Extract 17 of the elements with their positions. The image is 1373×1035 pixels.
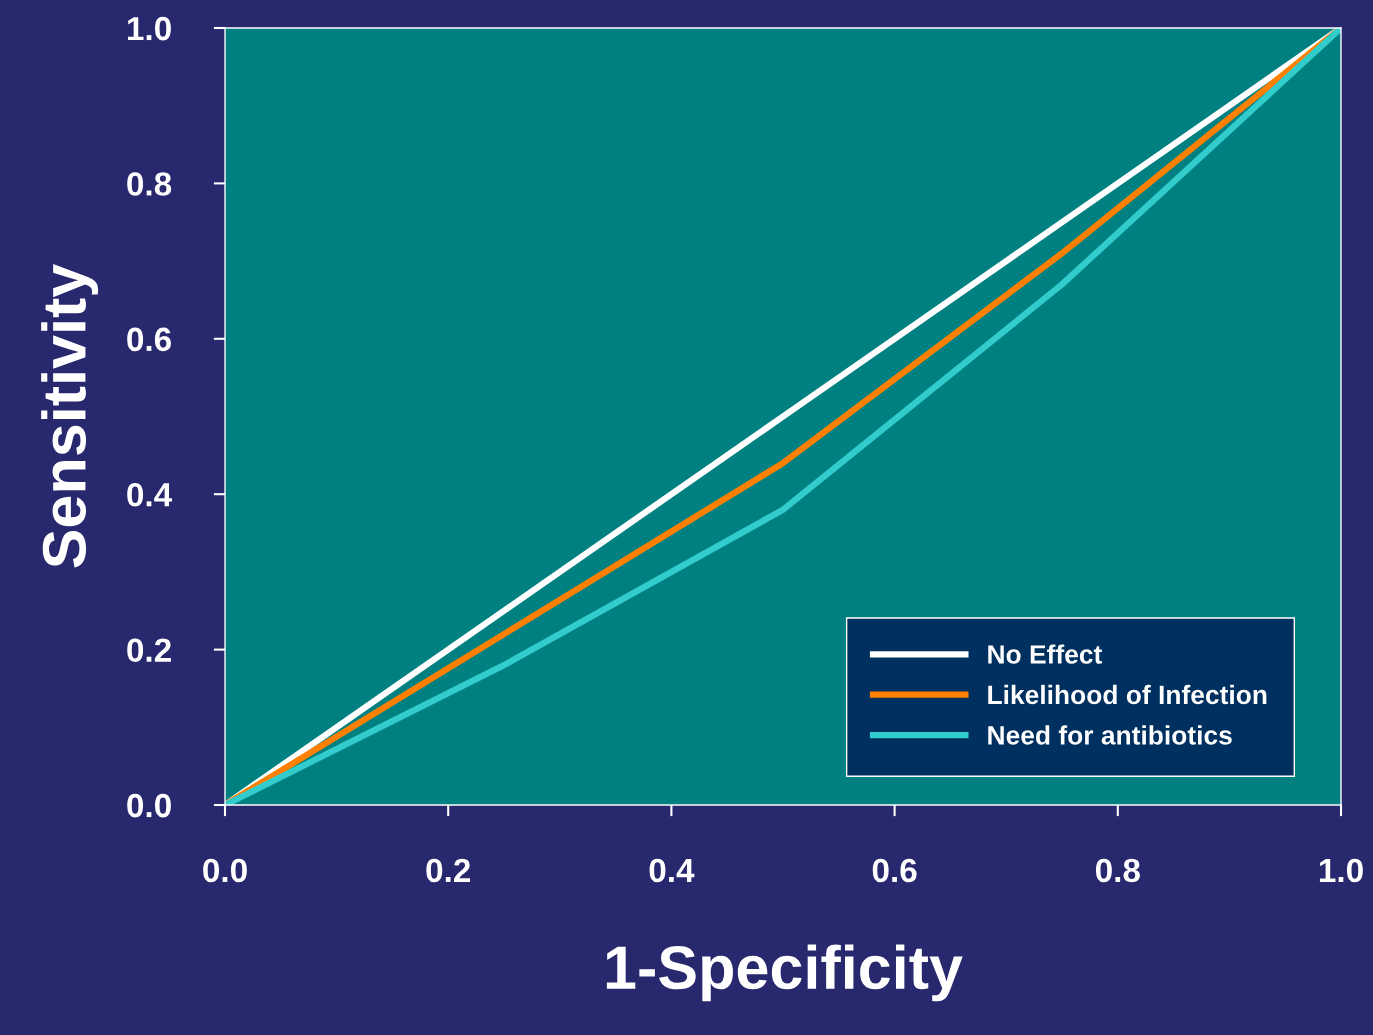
- y-tick-label: 0.8: [127, 172, 172, 196]
- x-tick-label: 1.0: [1319, 858, 1363, 883]
- y-tick-label: 1.0: [127, 16, 171, 41]
- y-tick-label: 0.0: [127, 793, 171, 818]
- x-tick-label: 0.6: [872, 858, 917, 883]
- x-tick-label: 0.4: [649, 858, 695, 883]
- legend-label: Likelihood of Infection: [988, 684, 1267, 705]
- y-tick-label: 0.6: [127, 327, 172, 352]
- legend-label: Need for antibiotics: [988, 725, 1232, 745]
- x-tick-label: 0.2: [426, 858, 471, 883]
- legend-label: No Effect: [988, 644, 1102, 664]
- y-tick-label: 0.2: [127, 638, 171, 663]
- x-tick-label: 0.8: [1095, 858, 1140, 883]
- y-axis-title: Sensitivity: [41, 263, 99, 568]
- x-tick-label: 0.0: [203, 858, 247, 883]
- x-axis-title: 1-Specificity: [606, 944, 963, 1002]
- y-tick-label: 0.4: [127, 483, 173, 507]
